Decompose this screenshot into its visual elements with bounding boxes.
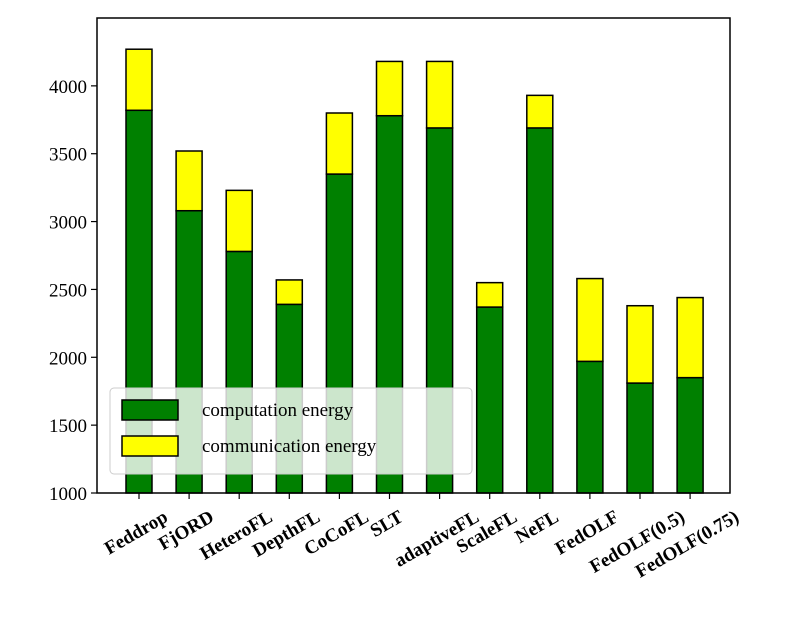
y-tick-label: 1500 bbox=[49, 416, 87, 437]
bar-segment bbox=[475, 281, 504, 308]
y-tick-label: 2000 bbox=[49, 348, 87, 369]
y-tick-label: 1000 bbox=[49, 484, 87, 505]
legend: computation energy communication energy bbox=[109, 387, 473, 475]
y-tick-label: 4000 bbox=[49, 77, 87, 98]
bar-segment bbox=[475, 306, 504, 494]
y-tick-label: 3500 bbox=[49, 145, 87, 166]
bar-segment bbox=[576, 360, 604, 494]
bar-segment bbox=[576, 277, 604, 363]
bar-segment bbox=[676, 376, 704, 494]
legend-swatch bbox=[121, 399, 179, 421]
bar-segment bbox=[375, 60, 404, 117]
bar-segment bbox=[676, 296, 704, 379]
legend-swatch bbox=[121, 435, 179, 457]
bar-segment bbox=[526, 127, 554, 494]
bar-segment bbox=[275, 279, 304, 306]
bar-segment bbox=[125, 48, 153, 112]
legend-box bbox=[109, 387, 473, 475]
x-tick-label: SLT bbox=[367, 506, 407, 541]
bar-segment bbox=[626, 382, 654, 494]
bar-segment bbox=[425, 60, 454, 129]
bar-segment bbox=[626, 304, 654, 384]
y-tick-label: 2500 bbox=[49, 280, 87, 301]
legend-label: computation energy bbox=[202, 400, 354, 421]
y-tick-label: 3000 bbox=[49, 213, 87, 234]
bar-segment bbox=[325, 112, 354, 175]
plot-frame bbox=[96, 17, 731, 494]
bar-segment bbox=[526, 94, 554, 129]
legend-label: communication energy bbox=[202, 436, 377, 457]
bar-segment bbox=[175, 150, 203, 212]
bar-segment bbox=[225, 189, 253, 253]
